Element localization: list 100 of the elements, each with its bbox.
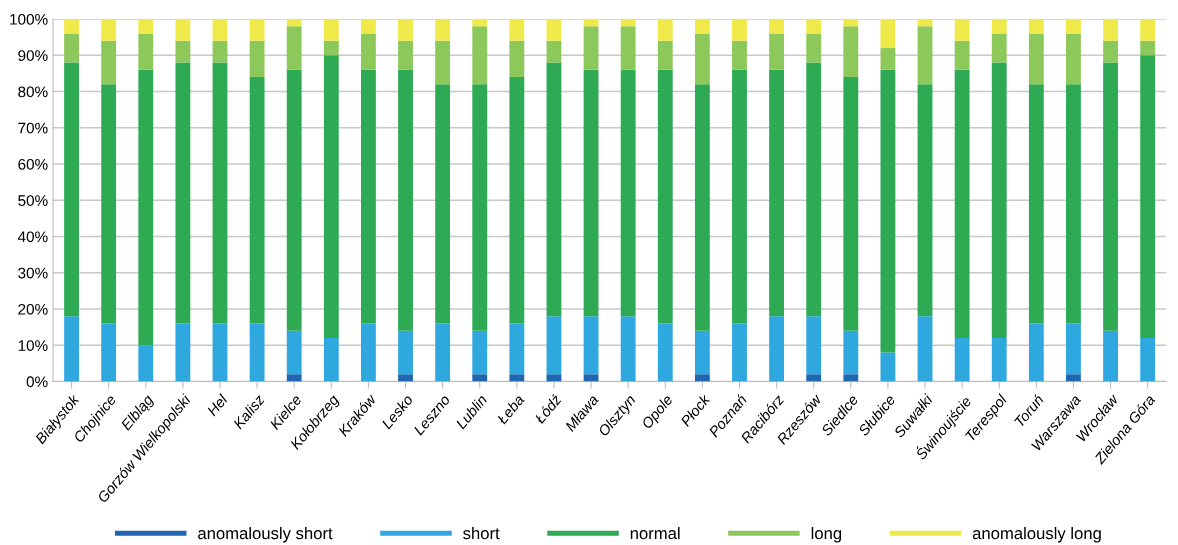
bar xyxy=(472,26,488,85)
bar xyxy=(880,19,896,49)
bar xyxy=(880,48,896,70)
bar xyxy=(212,40,228,63)
bar xyxy=(954,19,970,41)
y-tick-label: 90% xyxy=(18,50,48,61)
y-tick-label: 70% xyxy=(18,122,48,134)
bar xyxy=(472,84,488,331)
bar xyxy=(101,84,117,324)
bar xyxy=(694,84,710,331)
bar xyxy=(843,77,859,331)
bar xyxy=(323,19,339,41)
bar xyxy=(1066,84,1081,324)
bar xyxy=(806,33,822,63)
bar xyxy=(954,40,970,70)
bar xyxy=(546,316,562,375)
bar xyxy=(1028,323,1044,382)
bar xyxy=(435,84,451,324)
bar xyxy=(583,26,599,70)
bar xyxy=(546,19,562,41)
bar xyxy=(769,316,785,382)
bar xyxy=(880,352,896,382)
bar xyxy=(657,323,673,382)
bar xyxy=(361,19,376,34)
bar xyxy=(435,40,451,85)
bar xyxy=(657,40,673,70)
bar xyxy=(917,19,933,27)
y-tick-label: 80% xyxy=(18,86,48,98)
bar xyxy=(769,19,785,34)
bar xyxy=(472,330,488,375)
bar xyxy=(1140,40,1156,56)
x-tick-label: Hel xyxy=(206,393,229,417)
bar xyxy=(843,374,859,382)
bar xyxy=(509,374,525,382)
bar xyxy=(732,323,747,382)
bar xyxy=(954,69,970,339)
bar xyxy=(64,62,79,317)
bar xyxy=(361,323,376,382)
bar xyxy=(694,374,710,382)
bar xyxy=(917,26,933,85)
bar xyxy=(954,338,970,382)
bar xyxy=(732,40,747,70)
y-tick-label: 10% xyxy=(18,340,48,351)
legend-label: normal xyxy=(630,526,680,540)
bar xyxy=(472,19,488,27)
bar xyxy=(620,69,636,317)
bar xyxy=(398,330,413,375)
bar xyxy=(1103,19,1118,41)
bar xyxy=(1103,330,1118,382)
bar xyxy=(583,374,599,382)
bar xyxy=(361,33,376,70)
bar xyxy=(1103,40,1118,63)
bar xyxy=(1066,374,1081,382)
bar xyxy=(286,26,302,70)
bar xyxy=(101,323,117,382)
bar xyxy=(64,316,79,382)
bar xyxy=(917,316,933,382)
bar xyxy=(583,69,599,317)
bar xyxy=(286,69,302,331)
bar xyxy=(1140,19,1156,41)
legend-label: anomalously long xyxy=(972,526,1101,543)
bar xyxy=(991,19,1007,34)
y-tick-label: 100% xyxy=(10,13,48,25)
bar xyxy=(286,330,302,375)
bar xyxy=(212,19,228,41)
legend-label: anomalously short xyxy=(198,526,333,543)
bar xyxy=(806,316,822,375)
bar xyxy=(1028,84,1044,324)
bar xyxy=(101,19,117,41)
bar xyxy=(546,62,562,317)
y-tick-label: 20% xyxy=(18,303,48,315)
bar xyxy=(323,55,339,339)
bar xyxy=(620,26,636,70)
bar xyxy=(249,77,265,324)
bar xyxy=(509,19,525,41)
bar xyxy=(991,62,1007,339)
bar xyxy=(769,69,785,317)
bar xyxy=(1028,33,1044,85)
legend-label: long xyxy=(811,526,842,543)
bar xyxy=(769,33,785,70)
bar xyxy=(212,323,228,382)
bar xyxy=(175,19,191,41)
bar xyxy=(398,40,413,70)
bar xyxy=(657,19,673,41)
bar xyxy=(1140,338,1156,382)
bar xyxy=(138,19,154,34)
bar xyxy=(175,62,191,324)
bar xyxy=(1103,62,1118,331)
bar xyxy=(435,323,451,382)
bar xyxy=(732,69,747,324)
bar xyxy=(732,19,747,41)
bar xyxy=(286,19,302,27)
bar xyxy=(1140,55,1156,339)
bar xyxy=(806,19,822,34)
bar xyxy=(991,338,1007,382)
y-tick-label: 40% xyxy=(17,231,48,243)
bar xyxy=(435,19,451,41)
bar xyxy=(361,69,376,324)
bar xyxy=(138,33,154,70)
bar xyxy=(991,33,1007,63)
